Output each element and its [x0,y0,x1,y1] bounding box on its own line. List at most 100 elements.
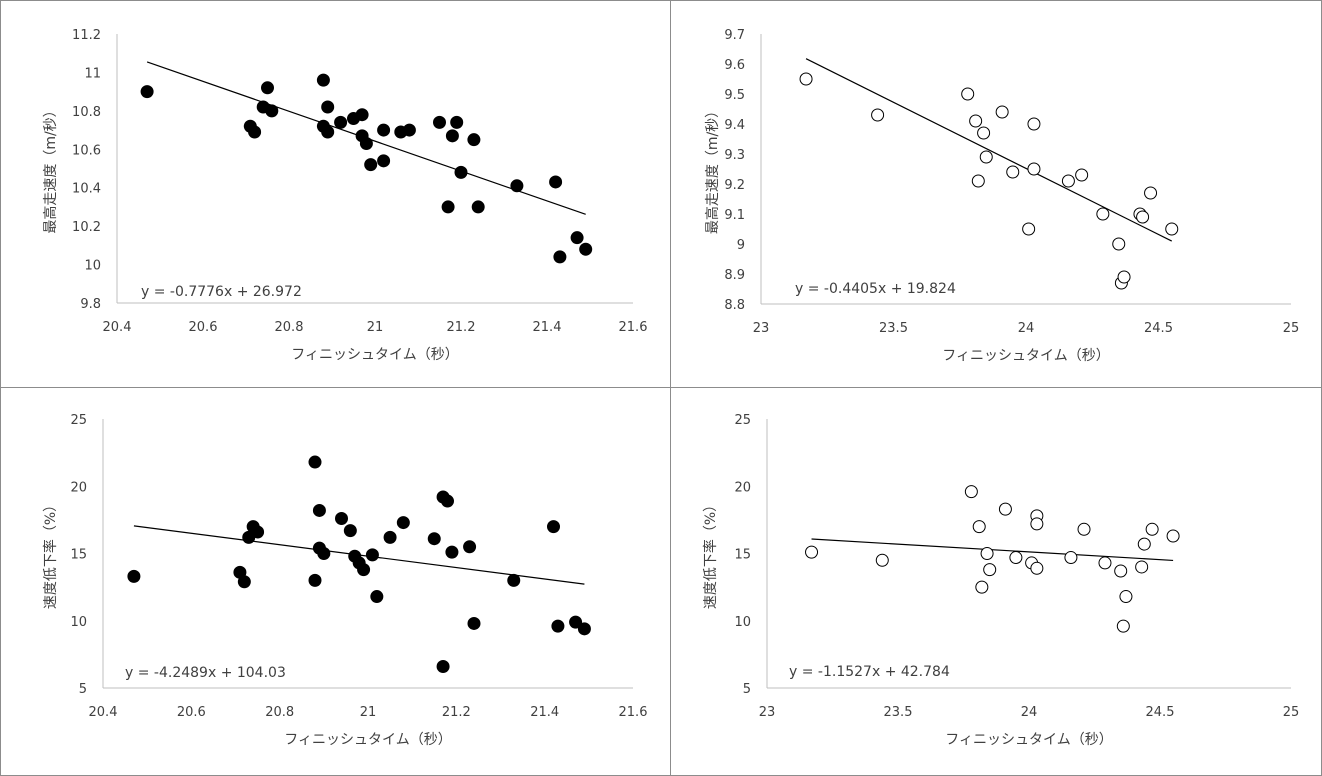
y-tick-label: 9.5 [724,88,745,103]
chart-panel-top-right: 8.8 8.9 9 9.1 9.2 9.3 9.4 9.5 9.6 9.7 23 23.5 24 24.5… [670,0,1322,388]
scatter-chart-top-right: 8.8 8.9 9 9.1 9.2 9.3 9.4 9.5 9.6 9.7 23 23.5 24 24.5… [704,28,1300,364]
data-point [312,503,326,517]
chart-panel-top-left: 9.8 10 10.2 10.4 10.6 10.8 11 11.2 20.4 20.6 20.8 2… [0,0,671,388]
trendline-equation: y = -4.2489x + 104.03 [125,665,286,681]
data-point [436,659,450,673]
data-point [971,174,985,188]
data-point [1077,522,1091,536]
data-point [998,502,1012,516]
data-point [972,520,986,534]
data-point [445,545,459,559]
y-axis-title: 最高走速度（m/秒） [42,103,59,233]
data-point [549,175,563,189]
data-point [1135,560,1149,574]
data-point [1009,551,1023,565]
x-tick-label: 21.4 [530,705,559,720]
data-point [357,563,371,577]
data-point [377,123,391,137]
data-point [365,548,379,562]
y-tick-label: 9.3 [724,148,745,163]
y-tick-label: 15 [70,548,87,563]
x-tick-label: 20.6 [189,320,218,335]
x-tick-label: 21.2 [447,320,476,335]
data-point [308,573,322,587]
y-tick-label: 5 [79,682,87,697]
x-tick-label: 20.4 [103,320,132,335]
x-tick-label: 24.5 [1144,321,1173,336]
data-point [467,616,481,630]
data-point [1137,537,1151,551]
x-tick-label: 24 [1021,705,1038,720]
x-tick-label: 25 [1283,321,1300,336]
y-axis-title: 速度低下率（%） [702,498,719,609]
data-point [995,105,1009,119]
data-point [140,85,154,99]
x-tick-label: 24 [1018,321,1035,336]
trendline-equation: y = -0.7776x + 26.972 [141,284,302,300]
data-point [1166,529,1180,543]
data-point [265,104,279,118]
data-point [577,622,591,636]
chart-panel-bottom-left: 5 10 15 20 25 20.4 20.6 20.8 21 21.2 21.4 21.6 フィニッシ… [0,387,671,776]
scatter-chart-bottom-right: 5 10 15 20 25 23 23.5 24 24.5 25 フィニッシュタイム（秒） 速度低下率… [702,413,1299,748]
data-point [983,563,997,577]
data-point [1136,210,1150,224]
x-tick-label: 23 [759,705,776,720]
data-point [553,250,567,264]
data-point [799,72,813,86]
y-tick-label: 9.6 [724,58,745,73]
data-point [467,133,481,147]
y-tick-label: 8.8 [724,298,745,313]
data-point [364,158,378,172]
data-point [1119,590,1133,604]
data-point [441,200,455,214]
data-point [261,81,274,95]
data-point [980,547,994,560]
data-point [433,115,446,129]
data-point [510,179,524,193]
data-point [1098,556,1112,570]
data-point [1006,165,1020,179]
x-tick-label: 21.6 [619,705,648,720]
x-tick-label: 21.6 [619,320,648,335]
data-point [471,200,485,214]
x-tick-label: 23.5 [884,705,913,720]
y-tick-label: 9.1 [724,208,745,223]
data-point [507,573,521,587]
data-point [370,590,384,604]
data-point [1112,237,1126,251]
data-point [334,115,348,129]
data-point [1117,270,1131,284]
x-axis-title: フィニッシュタイム（秒） [284,732,451,748]
data-point [359,137,373,151]
y-tick-label: 9.2 [724,178,745,193]
y-tick-label: 15 [734,548,751,563]
x-axis-title: フィニッシュタイム（秒） [945,732,1112,748]
scatter-chart-top-left: 9.8 10 10.2 10.4 10.6 10.8 11 11.2 20.4 20.6 20.8 2… [42,28,648,363]
data-point [317,547,331,560]
data-point [316,73,330,87]
y-tick-label: 9.8 [80,297,101,312]
data-point [441,494,454,508]
data-point [1061,174,1075,188]
y-tick-label: 10 [734,615,751,630]
y-tick-label: 20 [70,480,87,495]
x-tick-label: 24.5 [1146,705,1175,720]
data-point [871,108,885,122]
data-point [1027,117,1041,131]
data-point [321,100,335,114]
data-point [1165,222,1179,236]
data-point [551,619,565,633]
trendline-equation: y = -1.1527x + 42.784 [789,664,950,680]
data-point [251,525,265,539]
data-point [308,455,322,469]
y-tick-label: 10.6 [72,143,101,158]
y-tick-label: 10 [70,615,87,630]
data-point [547,520,560,534]
data-point [1030,517,1044,531]
data-point [1075,168,1089,182]
data-point [355,108,369,122]
y-tick-label: 9 [737,238,745,253]
data-point [427,532,441,546]
data-point [127,569,141,583]
